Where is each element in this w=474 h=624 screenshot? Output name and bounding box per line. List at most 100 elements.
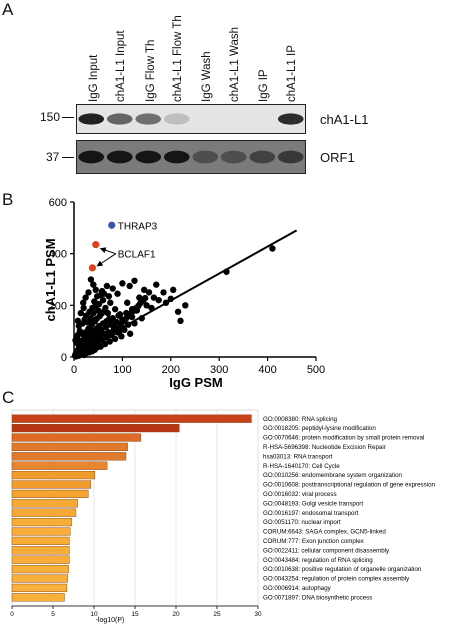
enrichment-term-label: GO:0018205: peptidyl-lysine modification	[263, 425, 376, 432]
blot-band	[163, 113, 190, 125]
enrichment-bar	[11, 414, 252, 423]
blot-strip-orf1	[76, 140, 306, 174]
lane-label: chA1-L1 Wash	[229, 27, 241, 102]
enrichment-term-label: GO:0010608: posttranscriptional regulati…	[263, 482, 436, 489]
scatter-point	[101, 340, 109, 348]
bar-x-tick-label: 20	[172, 611, 180, 618]
scatter-point	[109, 285, 116, 292]
scatter-point	[126, 282, 133, 290]
bar-category-labels: GO:0008380: RNA splicing GO:0018205: pept…	[263, 416, 436, 602]
enrichment-bar	[11, 508, 77, 517]
highlight-arrow	[96, 253, 117, 267]
bar-x-tick-label: 25	[213, 611, 221, 618]
scatter-point	[174, 308, 182, 315]
lane-label: IgG IP	[258, 69, 270, 102]
enrichment-bar	[11, 499, 78, 508]
scatter-point	[131, 277, 138, 284]
enrichment-bar	[11, 583, 68, 593]
x-tick-label: 500	[307, 364, 325, 376]
blot-band	[277, 150, 304, 164]
scatter-point	[87, 276, 95, 283]
enrichment-term-label: hsa03013: RNA transport	[263, 453, 333, 460]
enrichment-term-label: GO:0016032: viral process	[263, 491, 337, 498]
scatter-point	[119, 280, 126, 287]
enrichment-bar	[11, 424, 180, 433]
bar-x-tick-label: 10	[90, 611, 98, 618]
enrichment-term-label: CORUM:6643: SAGA complex, GCN5-linked	[263, 529, 386, 536]
blot-band	[163, 150, 190, 164]
mw-tick-37	[62, 157, 74, 158]
y-axis-label: chA1-L1 PSM	[43, 238, 58, 321]
enrichment-term-label: GO:0043254: regulation of protein comple…	[263, 576, 410, 583]
enrichment-term-label: GO:0043484: regulation of RNA splicing	[263, 557, 373, 564]
lane-label: chA1-L1 Input	[115, 30, 127, 102]
x-tick-label: 300	[210, 364, 228, 376]
enrichment-term-label: GO:0070646: protein modification by smal…	[263, 435, 424, 442]
scatter-point	[116, 311, 124, 318]
scatter-point	[100, 290, 108, 297]
scatter-point	[84, 331, 92, 338]
scatter-point	[124, 299, 131, 306]
enrichment-bar	[11, 517, 73, 527]
enrichment-bar	[11, 452, 127, 461]
blot-band	[106, 150, 133, 164]
scatter-point	[111, 335, 119, 343]
highlight-label: THRAP3	[118, 221, 158, 232]
scatter-axes: 0 100 200 300 400 500 0 200 400 600	[49, 197, 326, 376]
enrichment-term-label: GO:0006914: autophagy	[263, 585, 332, 592]
bar-x-tick-label: 0	[10, 611, 14, 618]
bar-series	[11, 414, 252, 602]
scatter-point	[99, 296, 107, 304]
band-row-cha1-l1	[78, 113, 304, 125]
scatter-point	[77, 309, 84, 317]
enrichment-bar	[11, 470, 96, 480]
scatter-point	[141, 294, 149, 302]
scatter-point	[103, 282, 111, 290]
x-tick-label: 200	[162, 364, 180, 376]
scatter-point	[105, 293, 113, 300]
enrichment-term-label: GO:0008380: RNA splicing	[263, 416, 338, 423]
blot-label-orf1: ORF1	[320, 150, 355, 165]
blot-band	[220, 150, 247, 164]
x-axis-label: IgG PSM	[169, 375, 222, 390]
highlight-point	[88, 264, 96, 272]
x-tick-label: 100	[113, 364, 131, 376]
scatter-point	[80, 335, 88, 342]
bar-x-tick-label: 5	[51, 611, 55, 618]
scatter-point	[80, 304, 87, 312]
lane-label: chA1-L1 IP	[286, 45, 298, 102]
scatter-point	[114, 290, 121, 297]
blot-band	[135, 150, 162, 164]
highlight-label: BCLAF1	[118, 250, 156, 261]
scatter-point	[85, 289, 92, 296]
scatter-point	[79, 299, 87, 306]
enrichment-term-label: GO:0010256: endomembrane system organiza…	[263, 472, 403, 479]
scatter-point	[145, 289, 153, 296]
enrichment-bar	[11, 555, 70, 564]
blot-band	[106, 113, 133, 125]
scatter-point	[182, 302, 189, 309]
enrichment-term-label: R-HSA-5696398: Nucleotide Excision Repai…	[263, 444, 386, 451]
enrichment-term-label: GO:0022411: cellular component disassemb…	[263, 547, 390, 554]
scatter-point	[155, 296, 162, 304]
enrichment-term-label: CORUM:777: Exon junction complex	[263, 538, 365, 545]
enrichment-bar	[11, 546, 70, 555]
scatter-highlights: THRAP3 BCLAF1	[88, 221, 158, 272]
blot-band	[135, 113, 162, 125]
scatter-point	[126, 330, 134, 337]
band-row-orf1	[78, 150, 304, 164]
scatter-point	[90, 281, 97, 288]
bar-x-tick-label: 15	[131, 611, 139, 618]
scatter-point	[269, 245, 276, 252]
scatter-point	[82, 294, 89, 301]
mw-tick-150	[62, 117, 74, 118]
y-tick-label: 600	[49, 197, 67, 209]
bar-x-tick-label: 30	[254, 611, 262, 618]
blot-band	[78, 113, 105, 125]
highlight-arrow	[99, 247, 116, 255]
scatter-point	[107, 299, 114, 306]
scatter-point	[95, 300, 103, 308]
scatter-point	[102, 324, 110, 331]
enrichment-term-label: GO:0051170: nuclear import	[263, 519, 341, 526]
scatter-point	[177, 317, 184, 325]
